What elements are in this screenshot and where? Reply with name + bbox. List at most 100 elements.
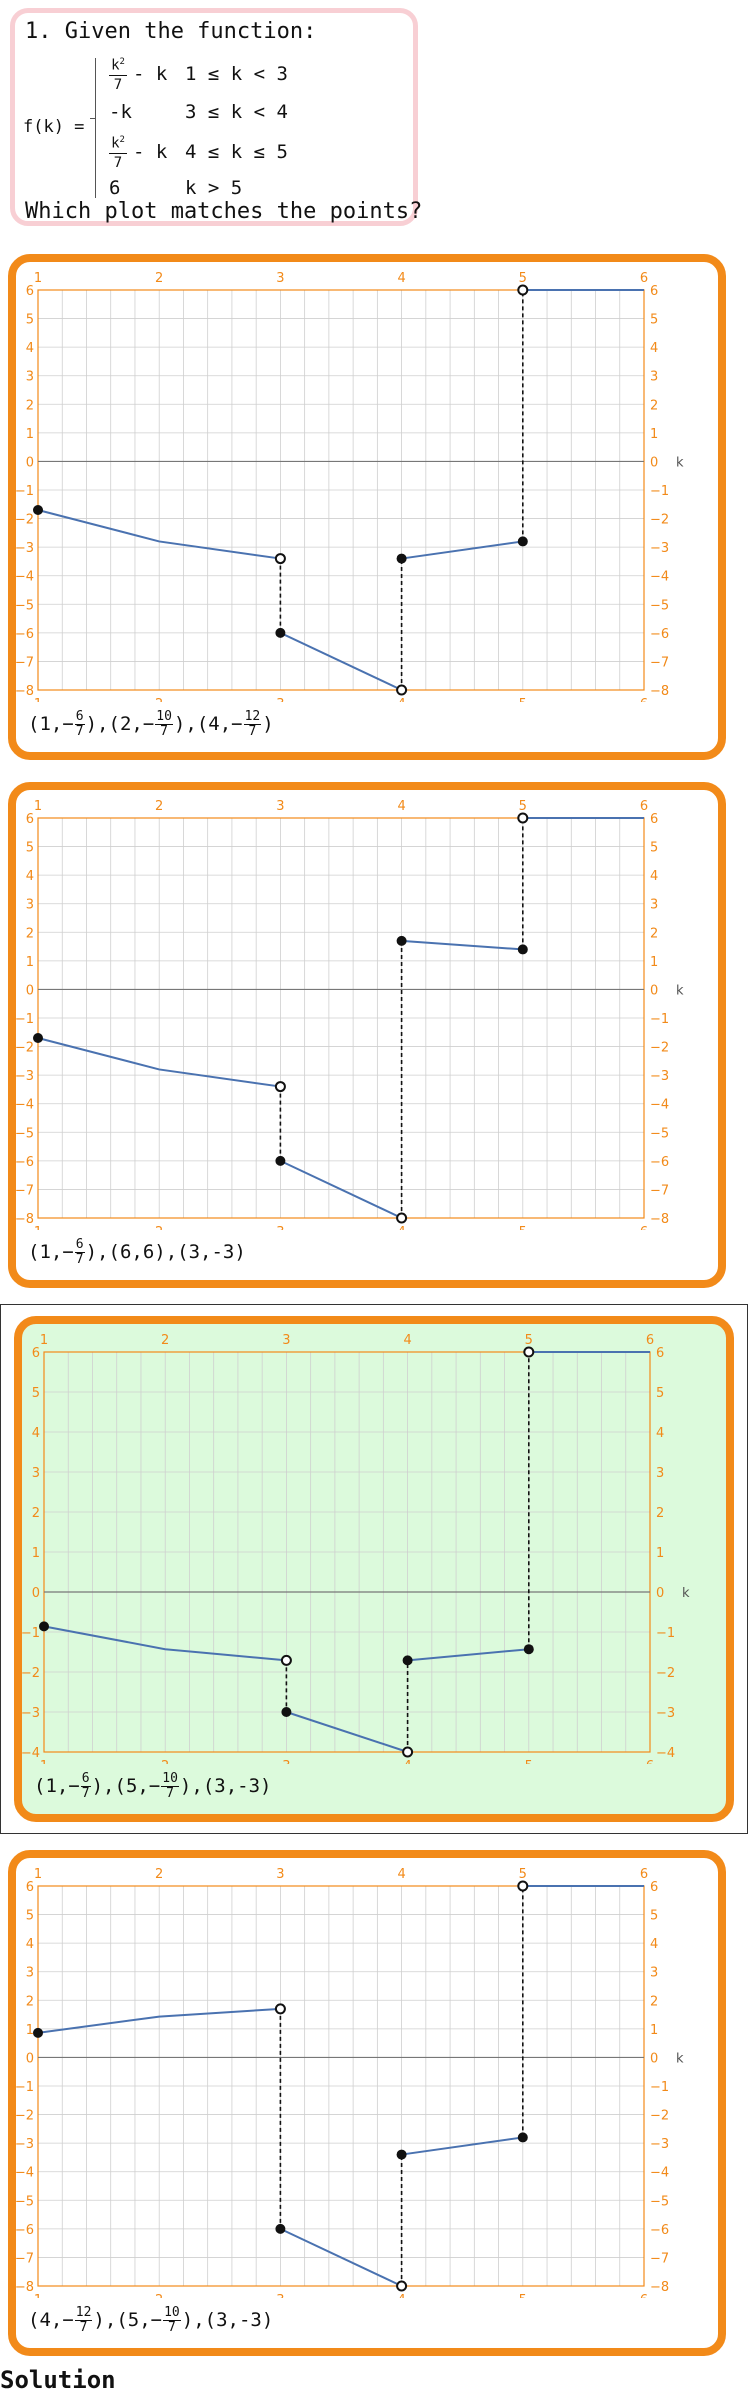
option-1-caption: (1,− 6 7),(2,− 10 7),(4,− 12 7)	[28, 709, 274, 739]
option-4-caption: (4,− 12 7),(5,− 10 7),(3,-3)	[28, 2305, 274, 2335]
y-tick-label-left: −6	[16, 1155, 34, 1170]
piece-3-condition: 4 ≤ k ≤ 5	[185, 141, 288, 163]
open-point	[402, 1746, 414, 1758]
y-tick-label-right: −1	[650, 2080, 669, 2095]
option-panel-4[interactable]: 112233445566−8−8−7−7−6−6−5−5−4−4−3−3−2−2…	[8, 1850, 726, 2356]
x-tick-label-top: 2	[155, 1867, 163, 1882]
y-tick-label-right: 3	[650, 370, 658, 385]
y-tick-label-left: −3	[16, 2137, 34, 2152]
x-tick-label-bottom: 4	[397, 697, 405, 702]
y-tick-label-left: −1	[16, 484, 34, 499]
x-tick-label-top: 5	[519, 1867, 527, 1882]
point-pair: (3,-3)	[204, 2309, 274, 2331]
curve-segment	[407, 1648, 529, 1662]
plot-area: 112233445566−8−8−7−7−6−6−5−5−4−4−3−3−2−2…	[16, 1867, 684, 2298]
y-tick-label-left: −2	[16, 1041, 34, 1056]
x-tick-label-bottom: 2	[155, 1225, 163, 1230]
x-tick-label-top: 6	[646, 1333, 654, 1348]
y-tick-label-right: −6	[650, 1155, 669, 1170]
plot-frame	[43, 1351, 651, 1753]
x-tick-label-bottom: 4	[403, 1759, 411, 1764]
piece-1-tail: - k	[133, 63, 168, 85]
y-tick-label-left: −5	[16, 1126, 34, 1141]
curve-segment	[43, 1625, 287, 1662]
y-tick-label-left: 1	[26, 427, 34, 442]
y-tick-label-left: 0	[26, 2051, 34, 2066]
y-tick-label-left: −2	[22, 1666, 40, 1681]
y-tick-label-left: −6	[16, 2223, 34, 2238]
x-tick-label-top: 4	[397, 1867, 405, 1882]
x-tick-label-top: 2	[161, 1333, 169, 1348]
y-tick-label-left: 0	[32, 1586, 40, 1601]
curve-segment	[279, 2227, 403, 2287]
y-tick-label-left: 6	[26, 812, 34, 827]
x-tick-label-bottom: 2	[155, 2293, 163, 2298]
y-tick-label-left: 4	[32, 1426, 40, 1441]
y-tick-label-left: −3	[16, 1069, 34, 1084]
x-tick-label-top: 4	[397, 799, 405, 814]
y-tick-label-right: −4	[656, 1746, 675, 1761]
solution-label: Solution	[0, 2366, 116, 2394]
y-tick-label-left: −6	[16, 627, 34, 642]
y-tick-label-right: 0	[656, 1586, 664, 1601]
point-pair: (1,− 6 7)	[34, 1771, 104, 1801]
open-point	[396, 1212, 408, 1224]
piece-2-condition: 3 ≤ k < 4	[185, 101, 288, 123]
piece-1-den: 7	[113, 76, 123, 93]
y-tick-label-right: −1	[650, 484, 669, 499]
y-tick-label-left: 5	[32, 1386, 40, 1401]
filled-point	[402, 1655, 413, 1666]
y-tick-label-left: −3	[22, 1706, 40, 1721]
option-panel-1[interactable]: 112233445566−8−8−7−7−6−6−5−5−4−4−3−3−2−2…	[8, 254, 726, 760]
filled-point	[523, 1644, 534, 1655]
filled-point	[275, 627, 286, 638]
open-point	[396, 2280, 408, 2292]
x-tick-label-top: 2	[155, 271, 163, 286]
y-tick-label-left: 2	[26, 398, 34, 413]
y-tick-label-right: 6	[650, 812, 658, 827]
filled-point	[33, 505, 43, 515]
x-tick-label-top: 6	[640, 271, 648, 286]
y-tick-label-right: −5	[650, 598, 669, 613]
y-tick-label-right: −2	[650, 2109, 669, 2124]
y-tick-label-right: 5	[656, 1386, 664, 1401]
y-tick-label-left: 4	[26, 869, 34, 884]
y-tick-label-left: 4	[26, 1937, 34, 1952]
x-tick-label-bottom: 6	[646, 1759, 654, 1764]
point-pair: (1,− 6 7)	[28, 709, 98, 739]
option-panel-3[interactable]: 112233445566−4−4−3−3−2−2−1−1001122334455…	[14, 1316, 734, 1822]
y-tick-label-right: −7	[650, 1183, 669, 1198]
y-tick-label-right: −1	[656, 1626, 675, 1641]
y-tick-label-right: 0	[650, 455, 658, 470]
x-tick-label-bottom: 4	[397, 2293, 405, 2298]
x-tick-label-top: 2	[155, 799, 163, 814]
y-tick-label-right: 4	[650, 1937, 658, 1952]
piece-4-expr: 6	[109, 177, 121, 199]
y-tick-label-left: −4	[16, 1098, 34, 1113]
x-tick-label-bottom: 1	[40, 1759, 48, 1764]
y-tick-label-right: 3	[656, 1466, 664, 1481]
y-tick-label-left: 1	[26, 955, 34, 970]
piece-1-condition: 1 ≤ k < 3	[185, 63, 288, 85]
x-tick-label-bottom: 1	[34, 2293, 42, 2298]
y-tick-label-left: −5	[16, 598, 34, 613]
point-pair: (3,-3)	[202, 1775, 272, 1797]
filled-point	[39, 1621, 49, 1632]
curve-segment	[37, 2007, 281, 2034]
x-tick-label-bottom: 5	[519, 697, 527, 702]
x-tick-label-bottom: 6	[640, 1225, 648, 1230]
y-tick-label-right: 2	[650, 926, 658, 941]
option-panel-2[interactable]: 112233445566−8−8−7−7−6−6−5−5−4−4−3−3−2−2…	[8, 782, 726, 1288]
x-tick-label-top: 3	[282, 1333, 290, 1348]
y-tick-label-right: −7	[650, 655, 669, 670]
axis-label-k: k	[676, 2051, 684, 2066]
open-point	[523, 1346, 535, 1358]
x-tick-label-bottom: 1	[34, 1225, 42, 1230]
y-tick-label-right: 1	[650, 955, 658, 970]
y-tick-label-left: 5	[26, 1909, 34, 1924]
y-tick-label-left: −4	[16, 570, 34, 585]
curve-segment	[37, 509, 281, 560]
question-box: 1. Given the function: f(k) = k2 7 - k 1…	[10, 8, 422, 226]
y-tick-label-left: −7	[16, 655, 34, 670]
y-tick-label-right: 5	[650, 841, 658, 856]
